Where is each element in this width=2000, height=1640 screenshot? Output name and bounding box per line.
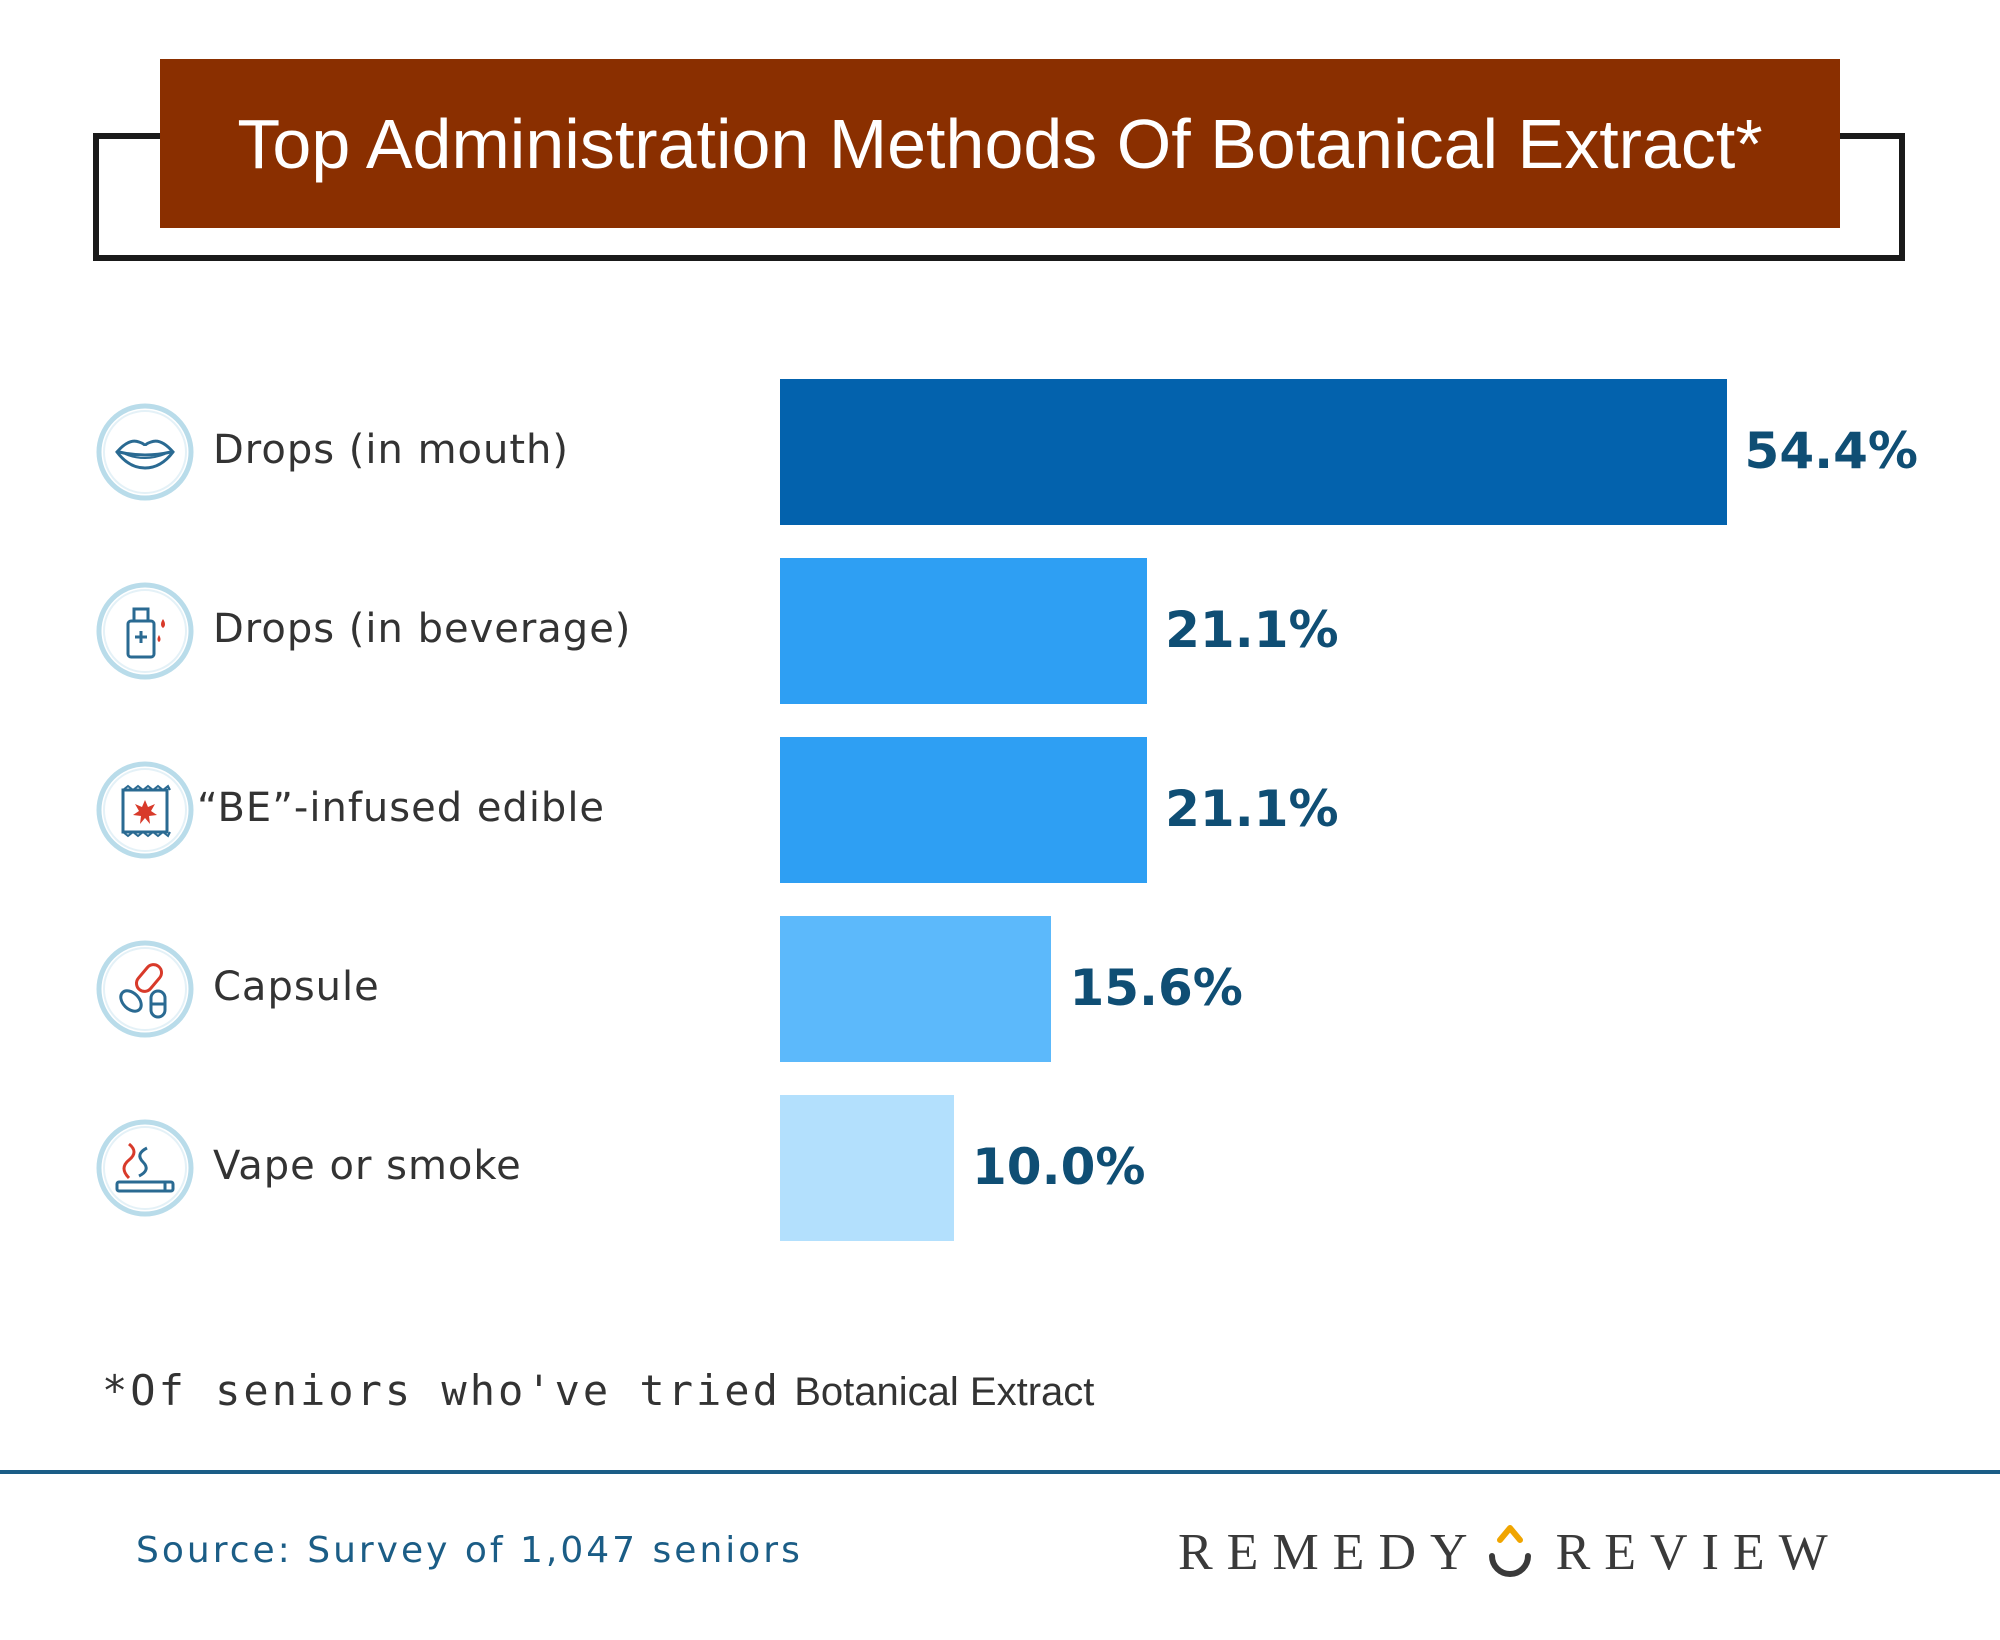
bar xyxy=(780,1095,954,1241)
category-label: Drops (in beverage) xyxy=(213,606,632,652)
chart-title: Top Administration Methods Of Botanical … xyxy=(237,104,1763,183)
footer-divider xyxy=(0,1470,2000,1474)
category-label: “BE”-infused edible xyxy=(197,785,606,831)
category-label: Capsule xyxy=(213,964,380,1010)
bar xyxy=(780,558,1148,704)
data-label: 15.6% xyxy=(1069,959,1243,1017)
data-label: 21.1% xyxy=(1165,780,1339,838)
bottle-dropper-icon xyxy=(96,582,194,680)
footnote-lead: *Of seniors who've tried xyxy=(102,1366,781,1415)
footnote: *Of seniors who've tried Botanical Extra… xyxy=(102,1366,1094,1415)
category-label: Drops (in mouth) xyxy=(213,427,569,473)
source-note: Source: Survey of 1,047 seniors xyxy=(136,1530,803,1571)
capsule-icon xyxy=(96,940,194,1038)
bar xyxy=(780,737,1148,883)
data-label: 21.1% xyxy=(1165,601,1339,659)
brand-logo: REMEDY REVIEW xyxy=(1178,1522,1842,1582)
bar xyxy=(780,916,1052,1062)
cigarette-smoke-icon xyxy=(96,1119,194,1217)
bar-chart: Drops (in mouth) 54.4% Drops (in beverage)… xyxy=(96,379,1919,1241)
lips-icon xyxy=(96,403,194,501)
footnote-subject: Botanical Extract xyxy=(794,1370,1095,1414)
bar xyxy=(780,379,1727,525)
edible-package-icon xyxy=(96,761,194,859)
data-label: 54.4% xyxy=(1744,422,1919,480)
category-label: Vape or smoke xyxy=(213,1143,522,1189)
title-banner: Top Administration Methods Of Botanical … xyxy=(160,59,1840,228)
brand-right-word: REVIEW xyxy=(1555,1523,1842,1581)
brand-left-word: REMEDY xyxy=(1178,1523,1482,1581)
drop-logo-icon xyxy=(1488,1525,1531,1577)
data-label: 10.0% xyxy=(972,1138,1146,1196)
